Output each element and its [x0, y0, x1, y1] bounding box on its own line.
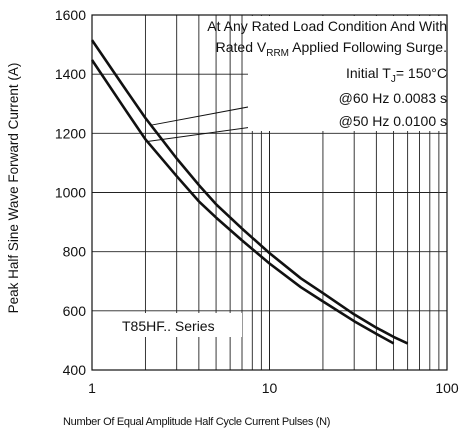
initial-tj-label: Initial TJ= 150°C [346, 65, 447, 85]
series-label-box [108, 313, 242, 337]
y-tick-label: 800 [63, 244, 87, 260]
label-60hz: @60 Hz 0.0083 s [339, 90, 447, 106]
y-tick-label: 1400 [55, 66, 86, 82]
label-50hz: @50 Hz 0.0100 s [339, 113, 447, 129]
y-tick-label: 600 [63, 303, 87, 319]
series-label: T85HF.. Series [122, 318, 215, 334]
curve-series-60hz [90, 39, 409, 345]
y-axis-label: Peak Half Sine Wave Forward Current (A) [6, 63, 21, 314]
x-tick-label: 100 [435, 380, 459, 396]
x-tick-label: 10 [262, 380, 278, 396]
curves [90, 39, 409, 345]
plot-frame [91, 14, 448, 371]
annotation-line-2: Rated VRRM Applied Following Surge. [216, 39, 447, 59]
curve-series-50hz [90, 59, 395, 345]
y-tick-label: 400 [63, 362, 87, 378]
y-axis-ticks: 400 600 800 1000 1200 1400 1600 [55, 7, 86, 378]
annotation-box [248, 16, 446, 131]
y-tick-label: 1600 [55, 7, 86, 23]
y-tick-label: 1000 [55, 185, 86, 201]
y-tick-label: 1200 [55, 125, 86, 141]
x-axis-label: Number Of Equal Amplitude Half Cycle Cur… [63, 416, 330, 428]
annotation-line-1: At Any Rated Load Condition And With [207, 18, 447, 34]
x-tick-label: 1 [88, 380, 96, 396]
x-axis-ticks: 1 10 100 [88, 380, 459, 396]
